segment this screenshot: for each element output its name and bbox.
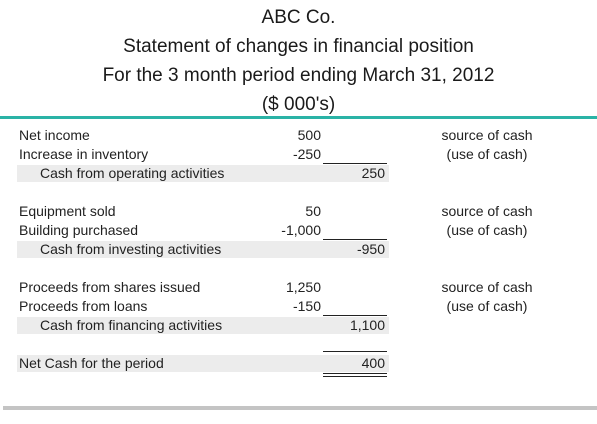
row-label: Proceeds from loans	[19, 298, 148, 314]
row-amount: -250	[292, 146, 321, 162]
row-amount: 50	[305, 203, 321, 219]
total-amount: -950	[356, 241, 385, 257]
total-amount: 250	[361, 165, 385, 181]
investing-row-building: Building purchased -1,000 (use of cash)	[0, 221, 597, 240]
net-cash-row: Net Cash for the period 400	[0, 354, 597, 373]
row-note: source of cash	[441, 279, 533, 295]
financing-row-loans: Proceeds from loans -150 (use of cash)	[0, 297, 597, 316]
row-shade	[17, 317, 389, 334]
total-label: Cash from investing activities	[40, 241, 222, 257]
investing-subtotal-underline	[323, 239, 387, 240]
row-amount: 1,250	[285, 279, 321, 295]
net-label: Net Cash for the period	[19, 355, 164, 371]
header-divider	[0, 116, 597, 119]
net-total-double-rule-1	[323, 373, 387, 374]
row-note: source of cash	[441, 127, 533, 143]
financing-row-shares: Proceeds from shares issued 1,250 source…	[0, 278, 597, 297]
investing-row-equipment: Equipment sold 50 source of cash	[0, 202, 597, 221]
footer-divider	[3, 406, 597, 410]
row-shade	[17, 241, 389, 258]
row-shade	[17, 165, 389, 182]
net-total-top-rule	[323, 351, 387, 352]
row-amount: 500	[297, 127, 321, 143]
operating-subtotal-underline	[323, 163, 387, 164]
row-label: Increase in inventory	[19, 146, 149, 162]
total-amount: 1,100	[349, 317, 385, 333]
operating-row-net-income: Net income 500 source of cash	[0, 126, 597, 145]
row-label: Equipment sold	[19, 203, 116, 219]
total-label: Cash from financing activities	[40, 317, 223, 333]
total-label: Cash from operating activities	[40, 165, 225, 181]
operating-row-inventory: Increase in inventory -250 (use of cash)	[0, 145, 597, 164]
statement-units: ($ 000's)	[261, 94, 336, 115]
row-label: Net income	[19, 127, 90, 143]
row-note: (use of cash)	[446, 298, 528, 314]
row-note: (use of cash)	[446, 146, 528, 162]
row-label: Proceeds from shares issued	[19, 279, 201, 295]
operating-total-row: Cash from operating activities 250	[0, 164, 597, 183]
investing-total-row: Cash from investing activities -950	[0, 240, 597, 259]
statement-period: For the 3 month period ending March 31, …	[102, 65, 495, 86]
financing-subtotal-underline	[323, 315, 387, 316]
row-amount: -150	[292, 298, 321, 314]
row-note: (use of cash)	[446, 222, 528, 238]
row-note: source of cash	[441, 203, 533, 219]
net-amount: 400	[361, 355, 385, 371]
statement-header: ABC Co. Statement of changes in financia…	[0, 0, 597, 119]
row-label: Building purchased	[19, 222, 139, 238]
company-name: ABC Co.	[261, 7, 336, 28]
row-shade	[17, 355, 389, 372]
net-total-double-rule-2	[323, 376, 387, 377]
row-amount: -1,000	[281, 222, 321, 238]
financing-total-row: Cash from financing activities 1,100	[0, 316, 597, 335]
statement-title: Statement of changes in financial positi…	[123, 36, 474, 57]
